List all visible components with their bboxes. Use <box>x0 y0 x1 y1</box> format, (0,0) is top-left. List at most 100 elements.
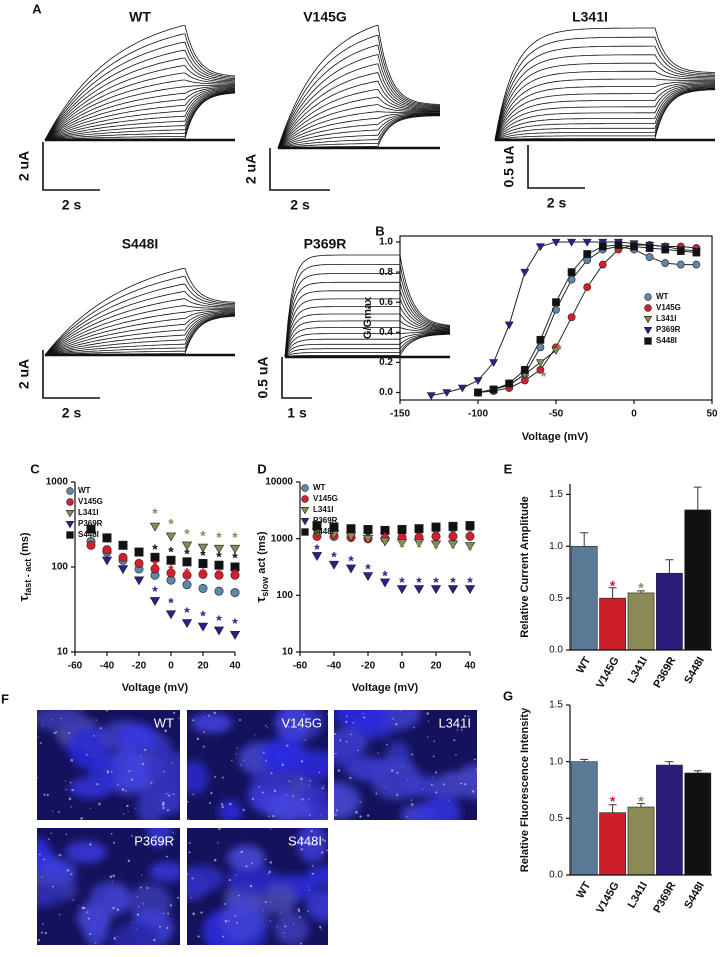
membrane-speckle <box>68 797 72 801</box>
membrane-speckle <box>321 838 325 841</box>
membrane-speckle <box>303 713 305 716</box>
membrane-speckle <box>51 718 53 720</box>
legend-label: S448I <box>78 530 99 539</box>
membrane-speckle <box>188 842 191 844</box>
marker <box>567 238 577 247</box>
x-tick-label: -60 <box>293 661 308 672</box>
current-trace <box>284 327 450 358</box>
membrane-speckle <box>71 788 74 792</box>
membrane-speckle <box>265 724 267 727</box>
marker <box>312 521 322 531</box>
membrane-speckle <box>65 833 68 836</box>
membrane-speckle <box>298 916 301 918</box>
significance-mark: * <box>216 548 222 564</box>
time-scale: 2 s <box>62 197 82 213</box>
y-label-subscript: slow <box>260 576 270 597</box>
x-tick-label: -20 <box>132 661 147 672</box>
current-trace <box>44 90 236 141</box>
membrane-speckle <box>131 778 134 781</box>
membrane-speckle <box>283 932 285 934</box>
membrane-speckle <box>65 788 67 791</box>
current-scale: 0.5 uA <box>501 145 517 187</box>
axes <box>569 484 712 651</box>
marker <box>465 531 475 541</box>
membrane-speckle <box>473 758 476 761</box>
membrane-speckle <box>166 809 169 812</box>
marker <box>197 622 209 632</box>
membrane-speckle <box>192 912 195 916</box>
nucleus <box>190 712 233 734</box>
membrane-speckle <box>190 897 192 899</box>
membrane-speckle <box>324 840 327 843</box>
membrane-speckle <box>55 731 58 734</box>
x-tick-label: -50 <box>549 409 564 420</box>
marker <box>182 570 192 580</box>
x-axis-label: Voltage (mV) <box>522 431 589 443</box>
membrane-speckle <box>307 910 309 912</box>
significance-mark: * <box>232 615 238 631</box>
membrane-speckle <box>141 874 143 876</box>
current-trace <box>494 36 715 141</box>
marker <box>447 585 459 595</box>
current-trace <box>277 115 440 149</box>
membrane-speckle <box>307 885 309 887</box>
membrane-speckle <box>69 781 72 784</box>
marker <box>536 335 545 344</box>
membrane-speckle <box>66 869 70 872</box>
x-tick-label: L341I <box>626 655 650 685</box>
scale-bar <box>527 145 585 189</box>
nucleus <box>37 883 63 908</box>
membrane-speckle <box>237 894 240 897</box>
significance-mark: * <box>168 595 174 611</box>
membrane-speckle <box>359 815 362 818</box>
current-trace <box>284 273 451 358</box>
membrane-speckle <box>299 942 302 945</box>
trace-title: P369R <box>304 236 347 252</box>
nucleus <box>89 881 132 914</box>
legend-marker <box>301 484 309 492</box>
membrane-speckle <box>461 729 463 731</box>
marker <box>535 359 545 367</box>
legend-marker <box>644 304 652 312</box>
significance-mark: * <box>433 574 439 590</box>
membrane-speckle <box>122 813 125 815</box>
x-tick-label: WT <box>574 655 593 676</box>
membrane-speckle <box>467 715 470 718</box>
current-trace <box>44 309 236 356</box>
y-tick-label: 0.0 <box>549 870 563 881</box>
x-tick-label: 40 <box>464 661 476 672</box>
bar <box>656 764 683 876</box>
marker <box>598 242 607 251</box>
marker <box>181 541 193 551</box>
membrane-speckle <box>224 902 227 905</box>
current-trace <box>44 25 236 141</box>
y-label-unit: act (ms) <box>256 531 268 574</box>
significance-mark: * <box>416 574 422 590</box>
marker <box>552 298 560 307</box>
membrane-speckle <box>125 790 127 792</box>
significance-mark: * <box>152 505 158 521</box>
current-trace <box>284 332 450 358</box>
membrane-speckle <box>136 928 138 930</box>
membrane-speckle <box>105 710 109 712</box>
cell-nuclei <box>187 828 328 945</box>
membrane-speckle <box>326 713 328 715</box>
marker <box>102 533 112 543</box>
marker <box>598 260 607 269</box>
current-trace <box>277 89 441 149</box>
x-tick-label: 20 <box>197 661 209 672</box>
current-trace <box>44 65 235 141</box>
y-tick-label: 1.5 <box>549 489 563 500</box>
current-trace <box>44 305 235 356</box>
membrane-speckle <box>222 935 225 938</box>
membrane-speckle <box>234 914 236 917</box>
membrane-speckle <box>269 861 273 864</box>
membrane-speckle <box>453 739 456 742</box>
membrane-speckle <box>320 928 323 930</box>
marker <box>133 576 145 586</box>
marker <box>692 260 701 269</box>
membrane-speckle <box>318 771 321 774</box>
scale-bar <box>42 350 100 399</box>
current-trace <box>284 298 451 358</box>
time-scale: 2 s <box>547 195 567 211</box>
